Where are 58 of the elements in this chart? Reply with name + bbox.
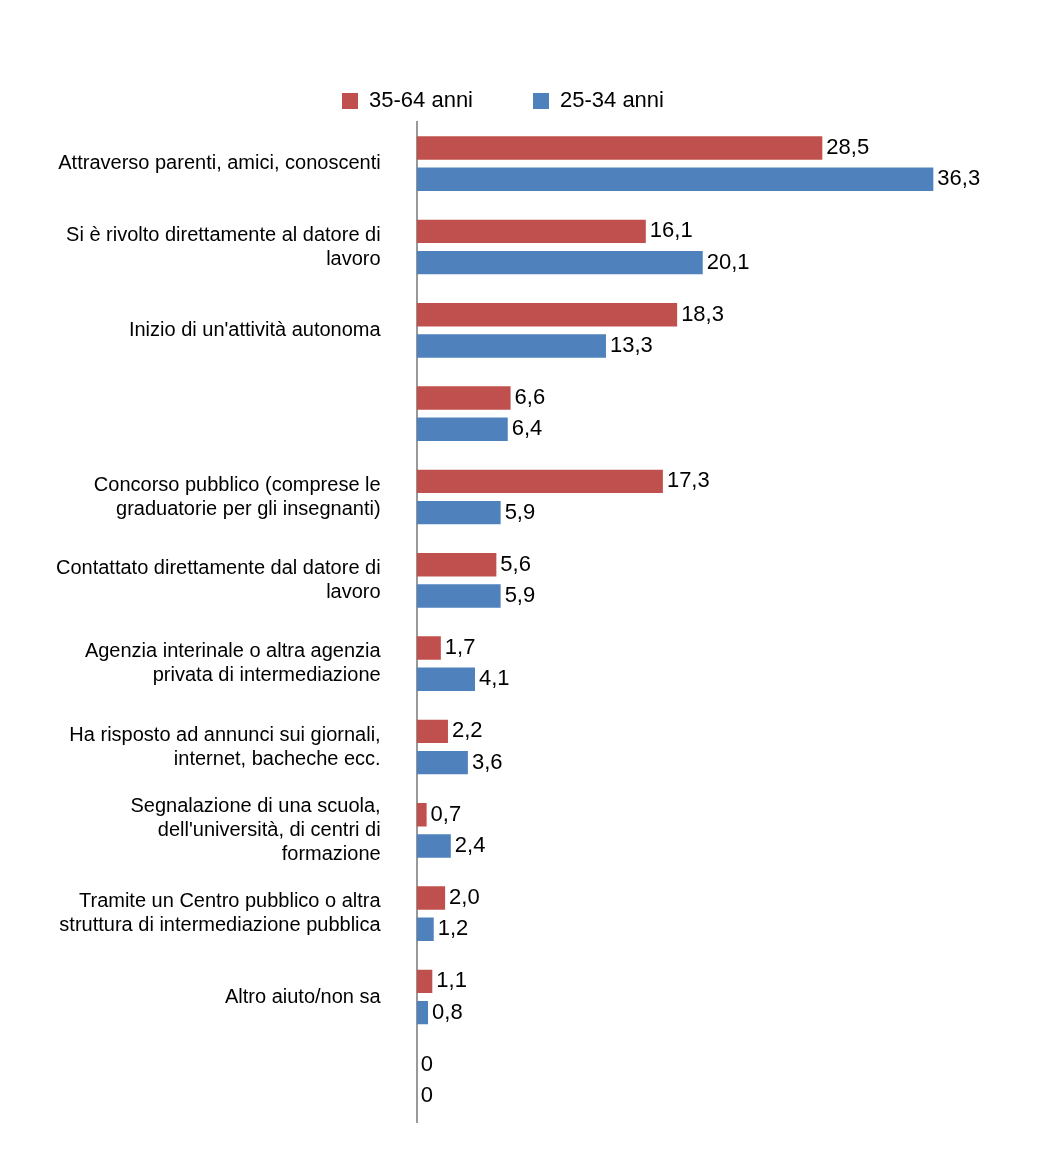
bar — [416, 136, 823, 160]
data-label: 6,4 — [511, 415, 543, 441]
data-label: 36,3 — [937, 165, 981, 191]
data-label: 0,7 — [430, 800, 462, 826]
y-tick-label: Altro aiuto/non sa — [224, 984, 382, 1007]
bar — [416, 552, 497, 577]
bar — [416, 750, 468, 775]
bar — [416, 886, 446, 910]
data-label: 0 — [420, 1050, 433, 1076]
y-tick-label: Attraverso parenti, amici, conoscenti — [58, 151, 381, 174]
data-label: 18,3 — [681, 300, 724, 326]
legend-label: 35-64 anni — [369, 87, 474, 113]
data-label: 13,3 — [609, 332, 653, 358]
bar — [416, 167, 934, 192]
y-tick-label: Inizio di un'attività autonoma — [128, 317, 382, 340]
data-label: 17,3 — [666, 467, 710, 493]
y-tick-label: Agenzia interinale o altra agenzia privata di intermediazione — [84, 639, 382, 686]
data-label: 16,1 — [649, 217, 693, 243]
bar — [416, 334, 606, 358]
data-label: 4,1 — [479, 665, 510, 691]
bar — [416, 500, 501, 525]
data-label: 2,0 — [449, 884, 480, 910]
data-label: 28,5 — [826, 134, 870, 160]
bar — [416, 386, 511, 410]
bar — [416, 584, 501, 608]
y-tick-label: Contattato direttamente dal datore di lavoro — [55, 555, 381, 602]
y-tick-label: Concorso pubblico (comprese le graduatorie per gli insegnanti) — [93, 472, 381, 519]
data-label: 3,6 — [471, 748, 503, 774]
bar — [416, 636, 441, 660]
bar — [416, 250, 703, 275]
bar — [416, 802, 427, 827]
data-label: 6,6 — [514, 384, 546, 410]
data-label: 2,4 — [454, 832, 486, 858]
y-tick-label: Tramite un Centro pubblico o altra struttura di intermediazione pubblica — [59, 889, 382, 936]
bar — [416, 969, 433, 994]
bar — [416, 917, 434, 942]
bar — [416, 667, 476, 692]
data-label: 2,2 — [451, 717, 483, 743]
data-label: 0 — [420, 1082, 433, 1108]
y-tick-label: Segnalazione di una scuola, dell'università, di centri di formazione — [130, 793, 381, 864]
bar — [416, 219, 646, 244]
legend-label: 25-34 anni — [560, 87, 664, 113]
data-label: 5,9 — [504, 498, 536, 524]
data-label: 1,1 — [436, 967, 467, 993]
bar — [416, 1000, 429, 1025]
data-label: 5,6 — [500, 550, 531, 576]
bar — [416, 834, 451, 858]
y-tick-label: Ha risposto ad annunci sui giornali, internet, bacheche ecc. — [69, 722, 381, 769]
data-label: 1,2 — [437, 915, 469, 941]
bar — [416, 302, 678, 327]
bar — [416, 417, 508, 442]
data-label: 1,7 — [444, 634, 476, 660]
data-label: 0,8 — [432, 998, 463, 1024]
data-label: 5,9 — [504, 582, 536, 608]
bar — [416, 469, 663, 494]
y-tick-label: Si è rivolto direttamente al datore di lavoro — [66, 222, 381, 269]
bar — [416, 719, 448, 744]
data-label: 20,1 — [706, 248, 750, 274]
